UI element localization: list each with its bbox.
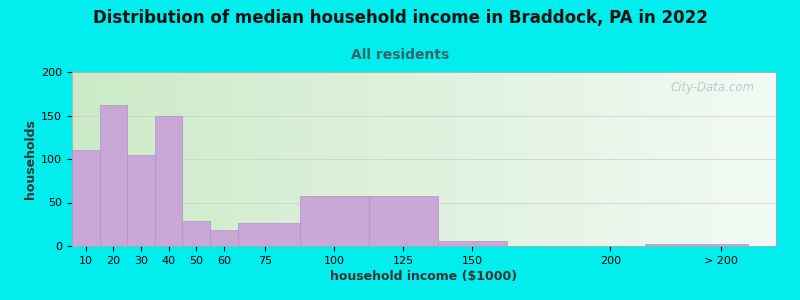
- X-axis label: household income ($1000): household income ($1000): [330, 270, 518, 283]
- Bar: [127, 155, 155, 246]
- Bar: [300, 196, 369, 246]
- Bar: [438, 241, 507, 246]
- Bar: [155, 116, 182, 246]
- Bar: [238, 223, 300, 246]
- Bar: [210, 230, 238, 246]
- Bar: [100, 105, 127, 246]
- Text: Distribution of median household income in Braddock, PA in 2022: Distribution of median household income …: [93, 9, 707, 27]
- Y-axis label: households: households: [24, 119, 37, 199]
- Bar: [369, 196, 438, 246]
- Text: All residents: All residents: [351, 48, 449, 62]
- Bar: [645, 244, 748, 246]
- Bar: [182, 221, 210, 246]
- Text: City-Data.com: City-Data.com: [670, 81, 755, 94]
- Bar: [72, 150, 100, 246]
